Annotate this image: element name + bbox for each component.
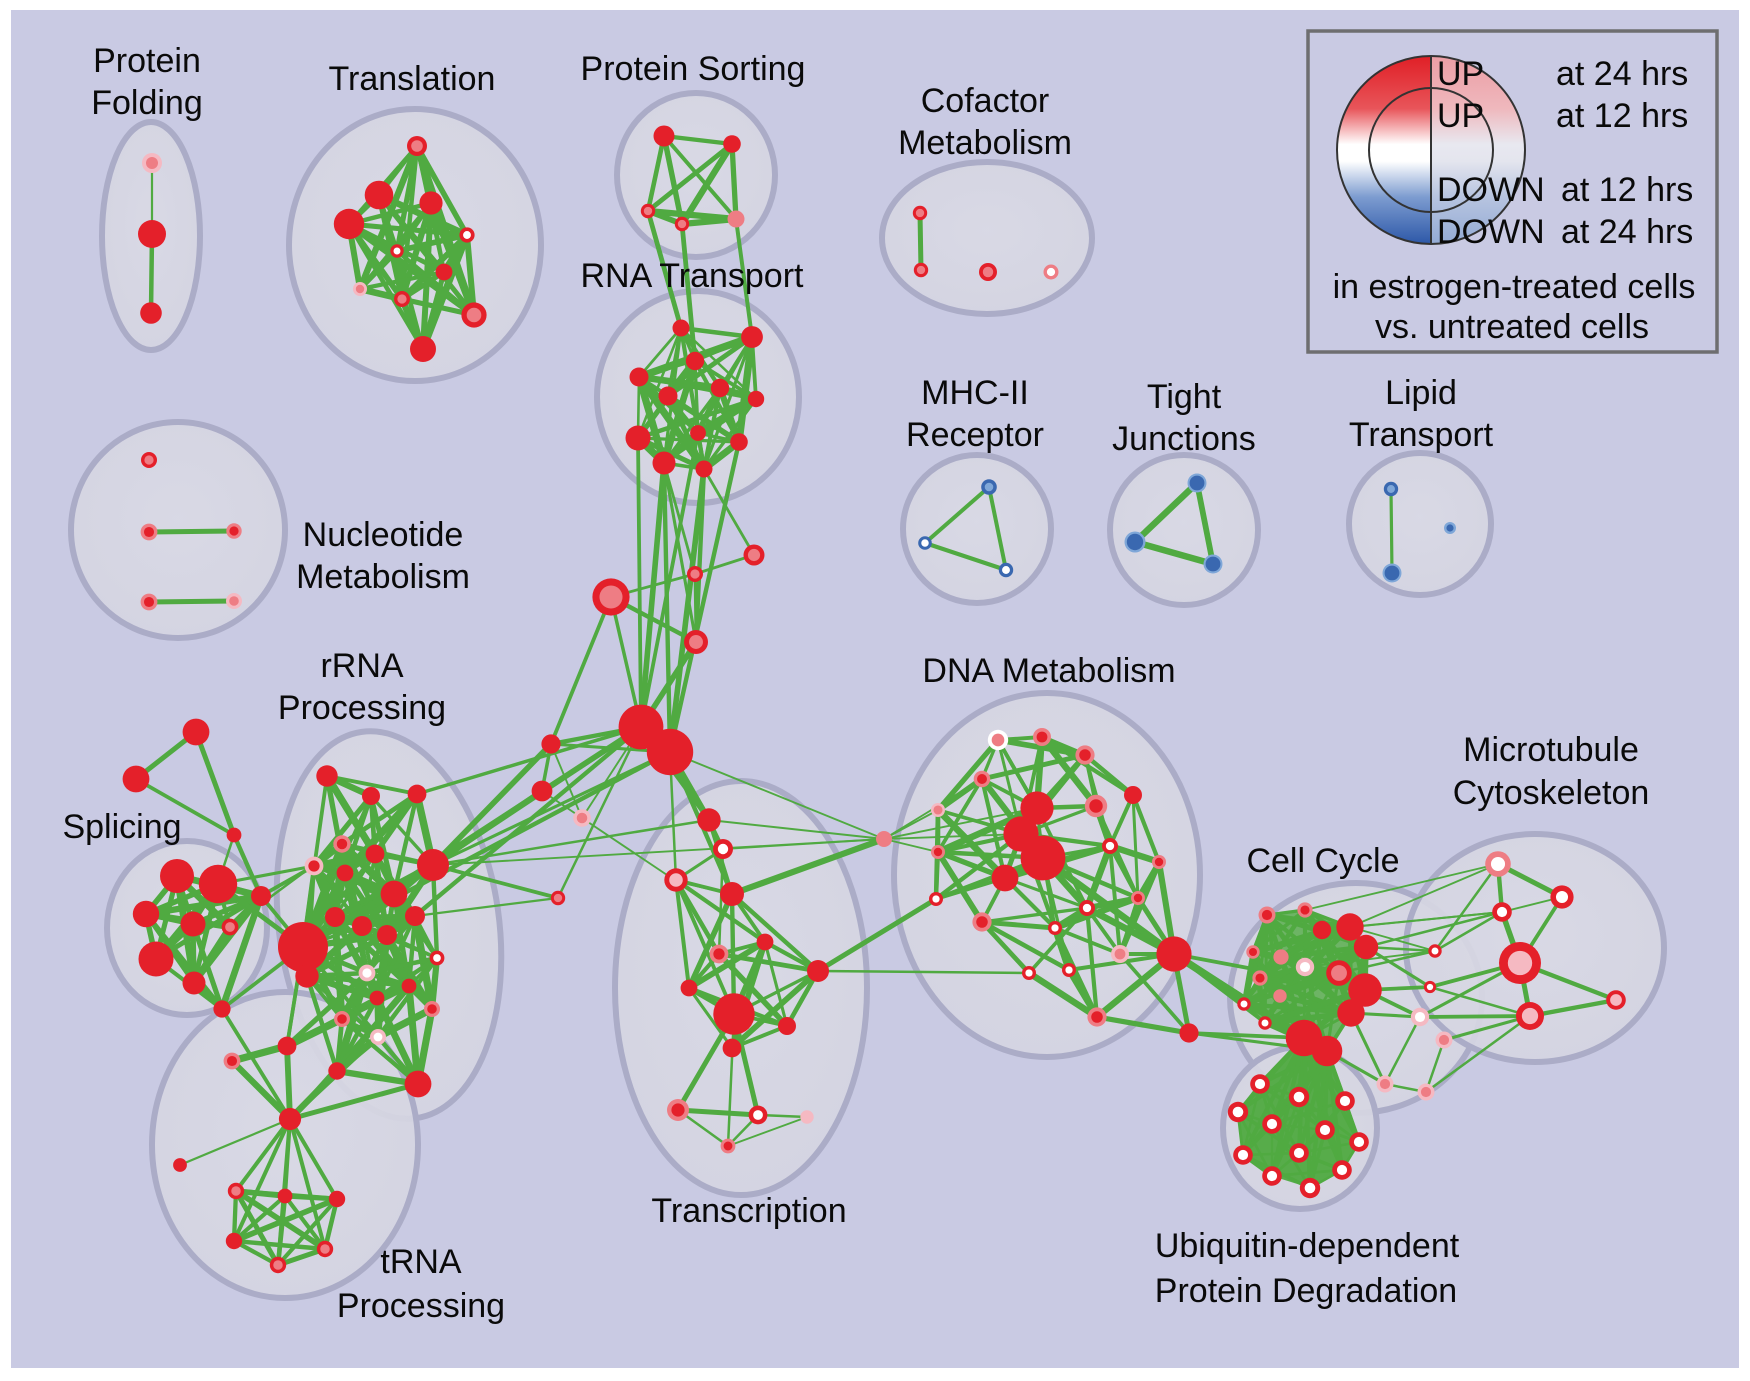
svg-text:Translation: Translation	[329, 60, 496, 98]
svg-text:RNA Transport: RNA Transport	[581, 257, 805, 295]
svg-text:at 24 hrs: at 24 hrs	[1556, 55, 1688, 93]
svg-text:rRNA: rRNA	[320, 647, 403, 685]
svg-text:at 12 hrs: at 12 hrs	[1561, 171, 1693, 209]
svg-text:Splicing: Splicing	[62, 808, 181, 846]
svg-text:DOWN: DOWN	[1437, 171, 1545, 209]
svg-text:Junctions: Junctions	[1112, 420, 1256, 458]
svg-text:Processing: Processing	[278, 689, 446, 727]
svg-text:Nucleotide: Nucleotide	[303, 516, 464, 554]
svg-text:Metabolism: Metabolism	[296, 558, 470, 596]
svg-text:at 12 hrs: at 12 hrs	[1556, 97, 1688, 135]
svg-text:Lipid: Lipid	[1385, 374, 1457, 412]
svg-text:Cytoskeleton: Cytoskeleton	[1453, 774, 1650, 812]
svg-text:Ubiquitin-dependent: Ubiquitin-dependent	[1155, 1227, 1460, 1265]
svg-text:Cell Cycle: Cell Cycle	[1246, 842, 1399, 880]
svg-text:Cofactor: Cofactor	[921, 82, 1050, 120]
svg-text:UP: UP	[1437, 97, 1484, 135]
svg-text:vs. untreated cells: vs. untreated cells	[1375, 308, 1649, 346]
svg-text:Metabolism: Metabolism	[898, 124, 1072, 162]
svg-text:UP: UP	[1437, 55, 1484, 93]
svg-text:tRNA: tRNA	[380, 1243, 462, 1281]
svg-text:at 24 hrs: at 24 hrs	[1561, 213, 1693, 251]
svg-text:in estrogen-treated cells: in estrogen-treated cells	[1333, 268, 1696, 306]
svg-text:Transport: Transport	[1349, 416, 1494, 454]
svg-text:Protein Degradation: Protein Degradation	[1155, 1272, 1457, 1310]
svg-text:Tight: Tight	[1147, 378, 1222, 416]
svg-text:Folding: Folding	[91, 84, 203, 122]
svg-text:MHC-II: MHC-II	[921, 374, 1029, 412]
svg-text:DOWN: DOWN	[1437, 213, 1545, 251]
svg-text:Microtubule: Microtubule	[1463, 731, 1639, 769]
svg-text:DNA Metabolism: DNA Metabolism	[922, 652, 1175, 690]
svg-text:Transcription: Transcription	[651, 1192, 846, 1230]
svg-text:Protein: Protein	[93, 42, 201, 80]
svg-text:Protein Sorting: Protein Sorting	[581, 50, 806, 88]
svg-text:Processing: Processing	[337, 1287, 505, 1325]
svg-text:Receptor: Receptor	[906, 416, 1044, 454]
